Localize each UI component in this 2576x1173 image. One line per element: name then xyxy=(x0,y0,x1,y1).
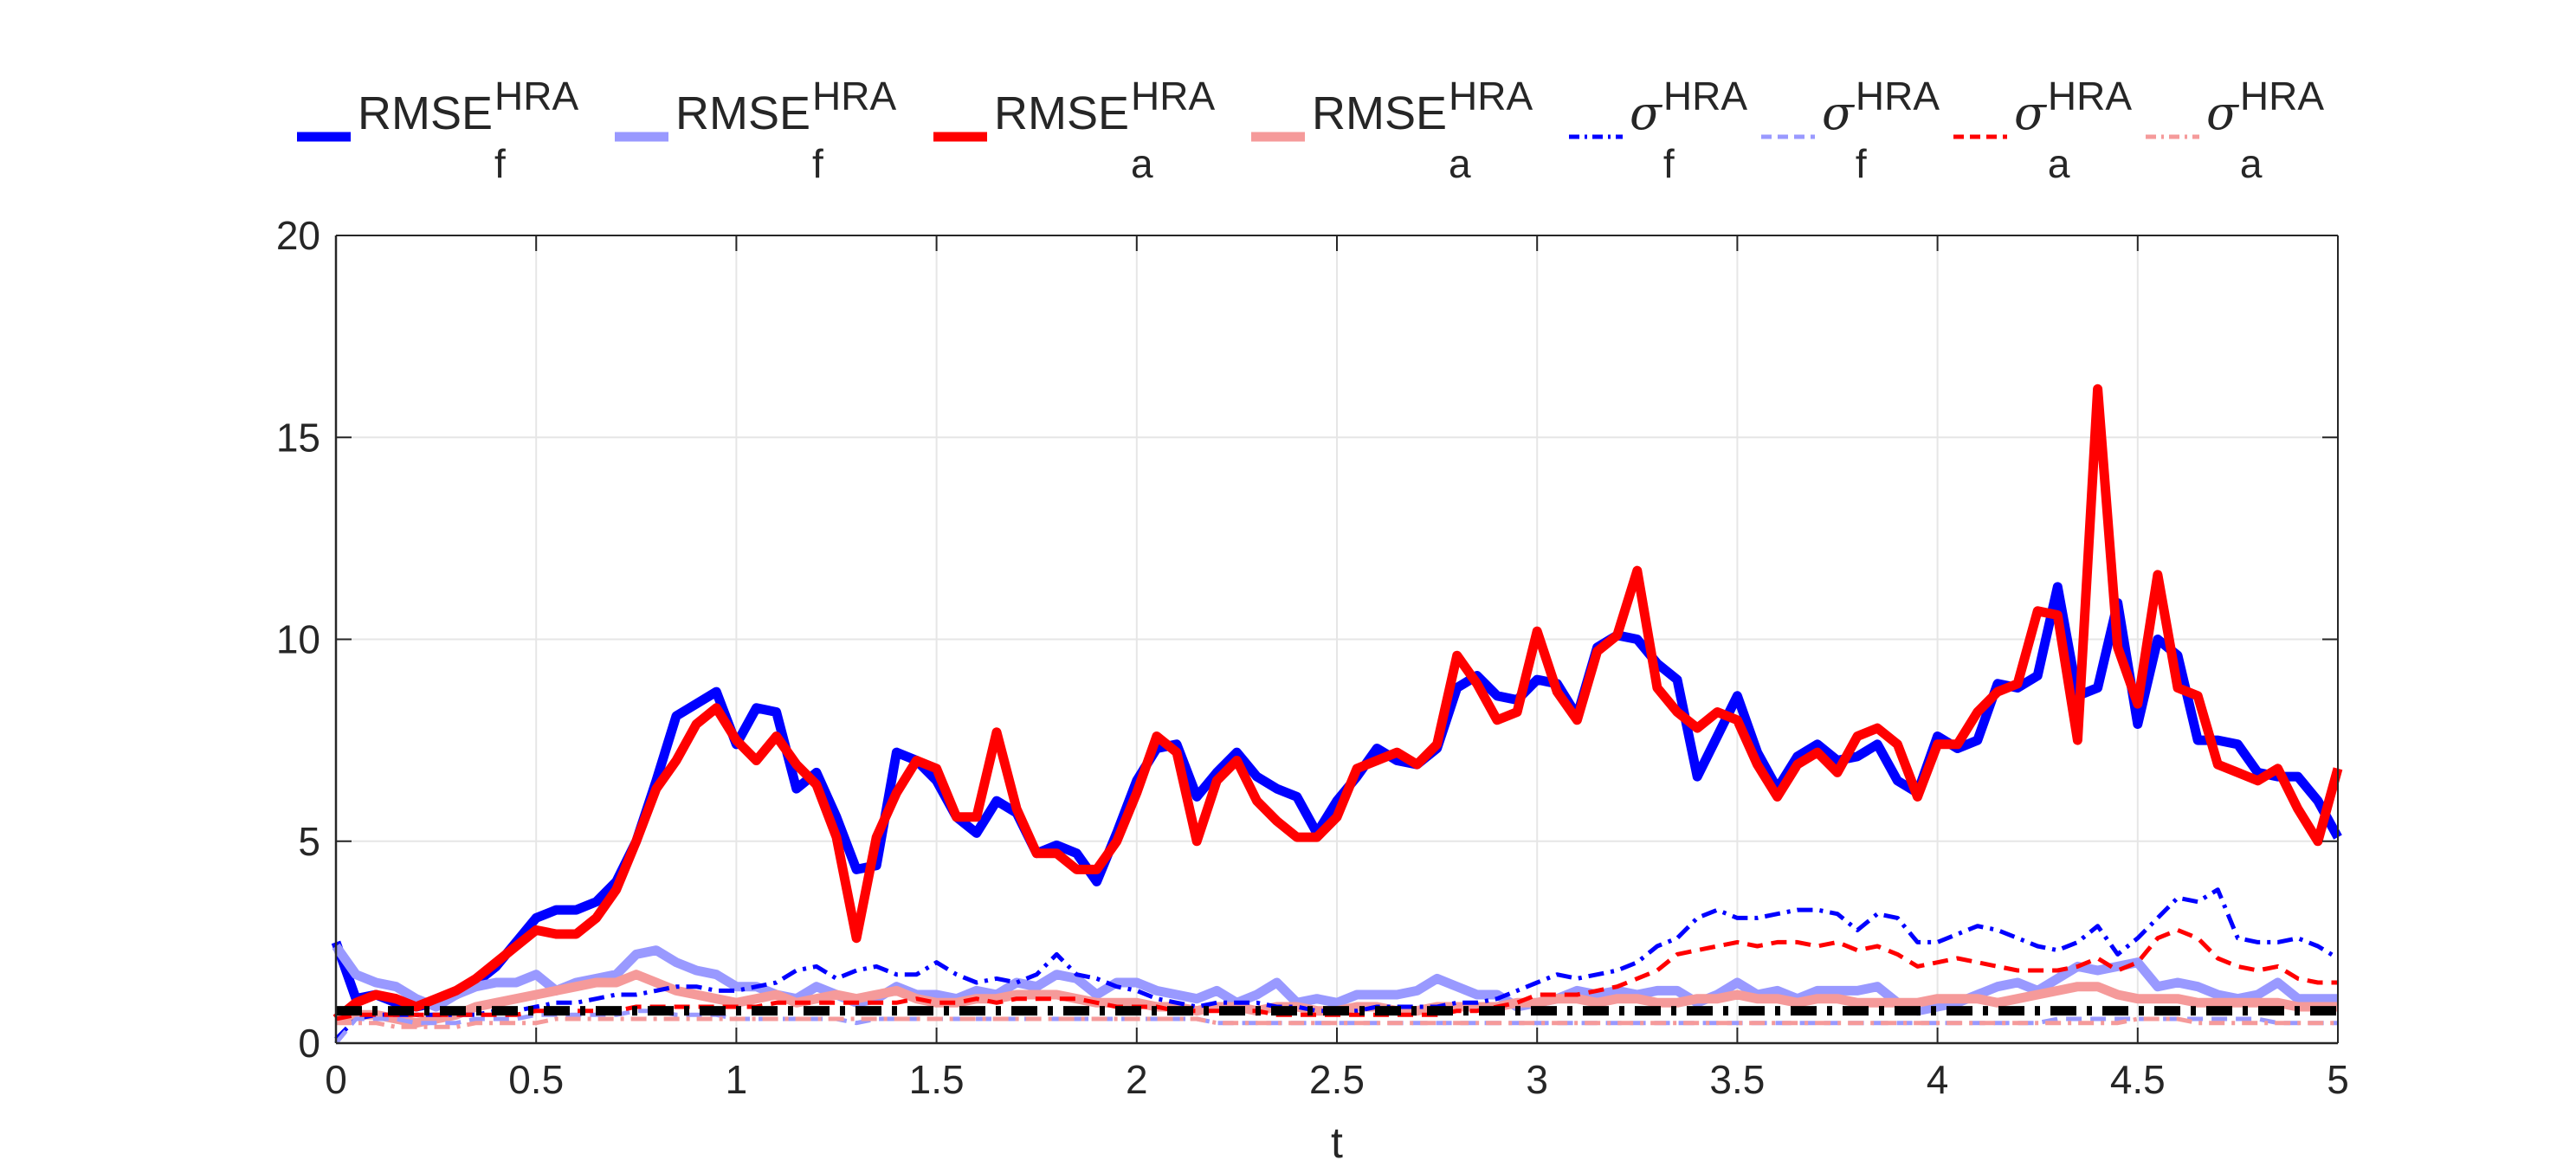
legend-label-subscript: f xyxy=(1662,141,1675,186)
legend-label-subscript: a xyxy=(2047,141,2070,186)
legend-swatch xyxy=(297,132,351,142)
legend-label: σHRA f xyxy=(1630,76,1747,184)
legend-label-superscript: HRA xyxy=(494,74,579,119)
legend-label-base: σ xyxy=(2014,86,2046,140)
legend-label-subscript: a xyxy=(2239,141,2263,186)
x-tick-label: 0 xyxy=(325,1057,347,1102)
legend-label: σHRA a xyxy=(2014,76,2132,184)
legend-label-superscript: HRA xyxy=(2239,74,2324,119)
x-tick-label: 2.5 xyxy=(1309,1057,1365,1102)
y-tick-label: 20 xyxy=(276,213,320,258)
legend-swatch xyxy=(1953,134,2007,139)
series-line-8 xyxy=(336,1016,2338,1029)
legend-label: RMSEHRA f xyxy=(675,76,896,184)
legend-swatch xyxy=(2146,134,2199,139)
legend-label-base: σ xyxy=(1822,86,1854,140)
x-tick-label: 4.5 xyxy=(2110,1057,2166,1102)
legend-label: RMSEHRA a xyxy=(994,76,1215,184)
x-tick-label: 3 xyxy=(1526,1057,1548,1102)
x-tick-label: 2 xyxy=(1126,1057,1148,1102)
x-tick-label: 3.5 xyxy=(1709,1057,1765,1102)
legend-label: RMSEHRA a xyxy=(1312,76,1533,184)
legend-label-superscript: HRA xyxy=(1131,74,1216,119)
y-tick-label: 10 xyxy=(276,617,320,662)
legend-label-superscript: HRA xyxy=(812,74,897,119)
legend-label: σHRA a xyxy=(2206,76,2324,184)
legend-swatch xyxy=(1251,132,1305,142)
x-tick-label: 4 xyxy=(1927,1057,1949,1102)
legend-label-superscript: HRA xyxy=(1855,74,1940,119)
legend-label-base: σ xyxy=(1630,86,1662,140)
legend-swatch xyxy=(933,132,987,142)
legend: RMSEHRA f RMSEHRA f RMSEHRA a RMSEHRA a σHRA f σHR… xyxy=(0,76,2576,189)
legend-label: σHRA f xyxy=(1822,76,1940,184)
x-tick-label: 1 xyxy=(726,1057,748,1102)
legend-label-base: σ xyxy=(2206,86,2238,140)
legend-label-base: RMSE xyxy=(994,87,1130,139)
legend-label-subscript: f xyxy=(1855,141,1867,186)
legend-label: RMSEHRA f xyxy=(358,76,578,184)
y-tick-label: 15 xyxy=(276,415,320,460)
legend-swatch xyxy=(1569,134,1623,139)
series-line-2 xyxy=(332,943,2338,1016)
series-line-3 xyxy=(332,383,2343,1023)
y-tick-label: 5 xyxy=(298,819,320,864)
x-tick-label: 1.5 xyxy=(909,1057,965,1102)
legend-label-superscript: HRA xyxy=(1662,74,1747,119)
x-tick-label: 0.5 xyxy=(508,1057,564,1102)
x-axis-label: t xyxy=(1331,1118,1343,1167)
legend-swatch xyxy=(615,132,668,142)
legend-label-base: RMSE xyxy=(358,87,494,139)
legend-label-subscript: f xyxy=(812,141,823,186)
legend-label-superscript: HRA xyxy=(2047,74,2132,119)
legend-label-subscript: f xyxy=(494,141,506,186)
legend-label-superscript: HRA xyxy=(1449,74,1533,119)
legend-label-base: RMSE xyxy=(1312,87,1448,139)
legend-label-subscript: a xyxy=(1131,141,1153,186)
x-tick-label: 5 xyxy=(2327,1057,2349,1102)
legend-label-subscript: a xyxy=(1449,141,1471,186)
y-tick-label: 0 xyxy=(298,1021,320,1066)
legend-label-base: RMSE xyxy=(675,87,811,139)
legend-swatch xyxy=(1761,134,1815,139)
